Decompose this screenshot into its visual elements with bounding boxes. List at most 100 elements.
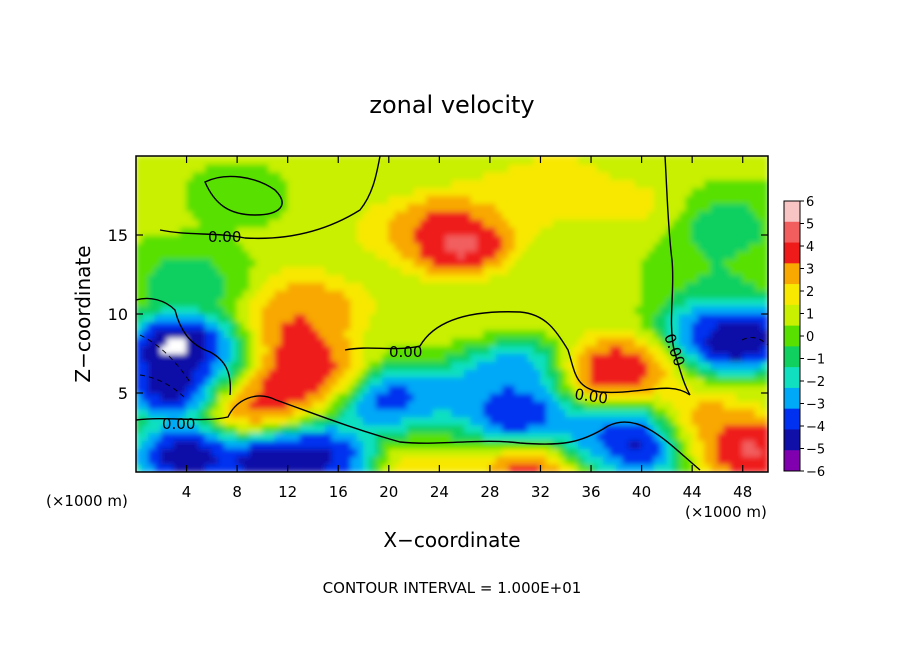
field-cell (584, 400, 592, 410)
field-cell (723, 274, 731, 283)
field-cell (660, 242, 668, 252)
field-cell (666, 345, 674, 354)
field-cell (432, 156, 440, 165)
field-cell (666, 266, 674, 275)
field-cell (451, 297, 459, 307)
field-cell (502, 250, 510, 260)
field-cell (394, 321, 402, 331)
field-cell (710, 281, 718, 291)
field-cell (344, 400, 352, 410)
field-cell (280, 266, 289, 275)
field-cell (470, 289, 478, 299)
field-cell (325, 171, 333, 181)
field-cell (205, 156, 213, 165)
field-cell (457, 392, 466, 402)
field-cell (697, 234, 706, 244)
field-cell (331, 210, 339, 220)
field-cell (173, 424, 181, 433)
field-cell (167, 281, 175, 291)
field-cell (628, 432, 636, 441)
field-cell (344, 250, 352, 260)
field-cell (691, 266, 699, 275)
field-cell (179, 400, 188, 410)
field-cell (666, 195, 674, 204)
field-cell (571, 210, 579, 220)
field-cell (483, 274, 491, 283)
field-cell (356, 447, 365, 457)
field-cell (413, 210, 421, 220)
field-cell (527, 258, 535, 268)
field-cell (255, 329, 263, 339)
field-cell (565, 447, 573, 457)
field-cell (211, 439, 219, 449)
field-cell (603, 392, 611, 402)
field-cell (230, 337, 238, 347)
field-cell (356, 305, 365, 315)
field-cell (249, 345, 257, 354)
field-cell (666, 274, 674, 283)
field-cell (495, 234, 504, 244)
field-cell (445, 202, 453, 212)
field-cell (464, 187, 472, 196)
field-cell (495, 171, 504, 181)
field-cell (571, 258, 579, 268)
field-cell (255, 360, 263, 370)
field-cell (685, 321, 693, 331)
field-cell (312, 439, 320, 449)
field-cell (255, 195, 263, 204)
field-cell (672, 455, 681, 465)
field-cell (647, 321, 655, 331)
field-cell (495, 202, 504, 212)
field-cell (502, 432, 510, 441)
field-cell (742, 345, 750, 354)
field-cell (344, 432, 352, 441)
field-cell (527, 218, 535, 228)
field-cell (217, 281, 225, 291)
field-cell (609, 274, 617, 283)
field-cell (685, 242, 693, 252)
field-cell (754, 226, 763, 236)
field-cell (236, 400, 244, 410)
field-cell (167, 242, 175, 252)
field-cell (426, 424, 434, 433)
field-cell (445, 234, 453, 244)
field-cell (274, 218, 282, 228)
field-cell (394, 210, 402, 220)
field-cell (274, 376, 282, 386)
field-cell (742, 321, 750, 331)
field-cell (400, 266, 409, 275)
field-cell (615, 297, 624, 307)
field-cell (470, 195, 478, 204)
field-cell (609, 463, 617, 472)
field-cell (552, 416, 560, 426)
field-cell (136, 171, 143, 181)
field-cell (388, 455, 396, 465)
field-cell (394, 242, 402, 252)
field-cell (363, 234, 371, 244)
field-cell (211, 171, 219, 181)
field-cell (375, 424, 383, 433)
field-cell (527, 400, 535, 410)
field-cell (249, 408, 257, 418)
field-cell (236, 210, 244, 220)
field-cell (438, 234, 447, 244)
field-cell (445, 345, 453, 354)
field-cell (527, 195, 535, 204)
field-cell (325, 392, 333, 402)
field-cell (634, 156, 643, 165)
field-cell (679, 274, 687, 283)
field-cell (514, 179, 523, 189)
field-cell (249, 195, 257, 204)
field-cell (438, 439, 447, 449)
field-cell (521, 353, 529, 362)
field-cell (325, 202, 333, 212)
field-cell (464, 353, 472, 362)
field-cell (381, 297, 390, 307)
field-cell (205, 171, 213, 181)
field-cell (653, 368, 662, 378)
field-cell (141, 463, 150, 472)
field-cell (527, 305, 535, 315)
field-cell (261, 455, 270, 465)
field-cell (672, 195, 681, 204)
